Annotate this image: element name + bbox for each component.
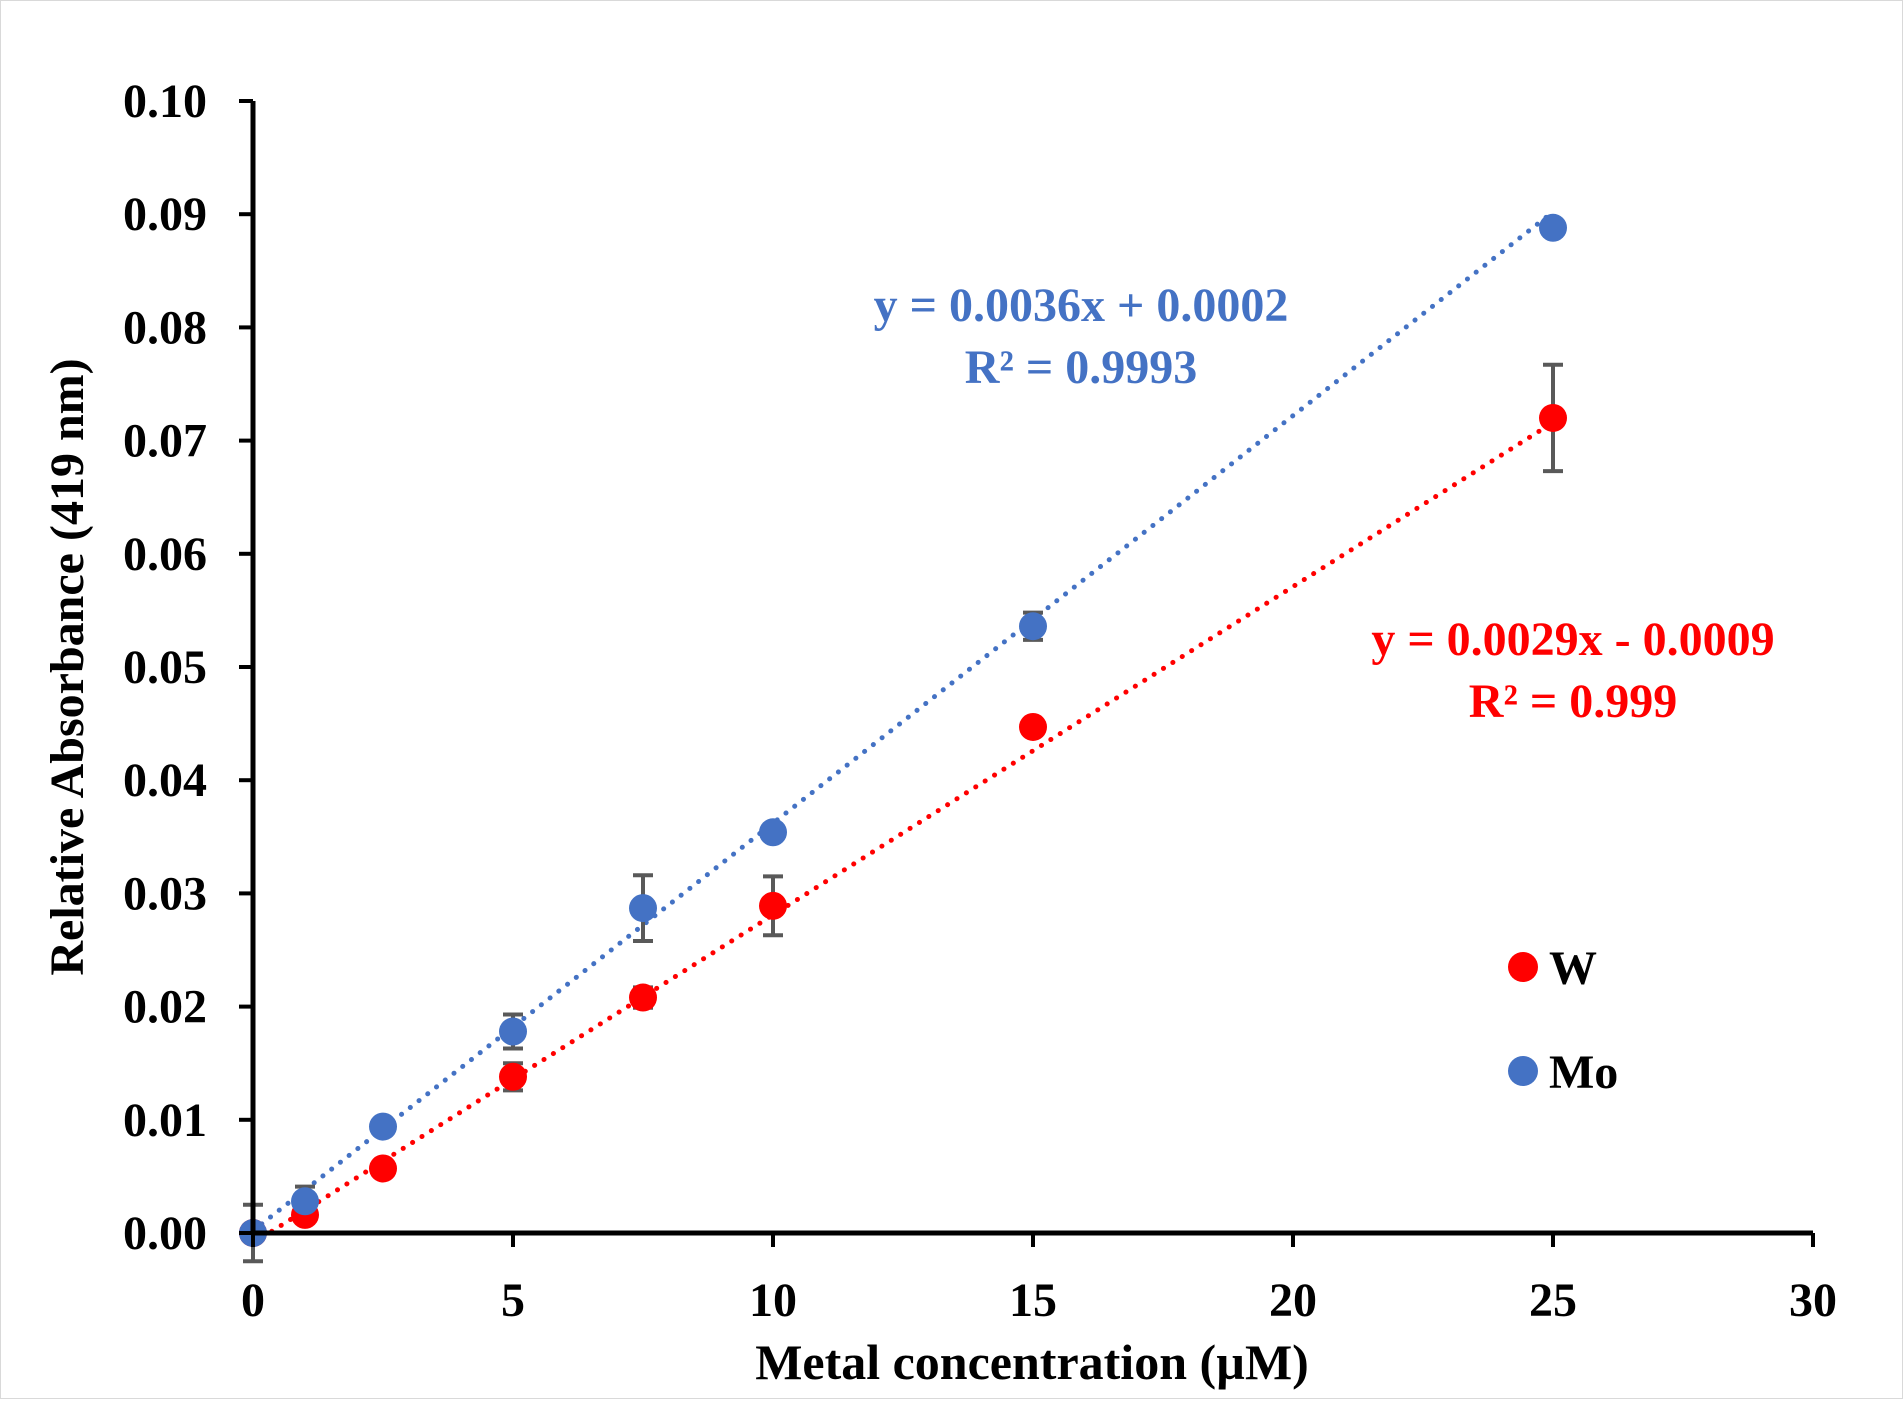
data-point-mo (629, 894, 657, 923)
y-tick-label: 0.04 (123, 754, 207, 807)
w-r2-label: R² = 0.999 (1469, 675, 1677, 728)
x-tick-label: 30 (1789, 1274, 1837, 1327)
x-tick-label: 15 (1009, 1274, 1057, 1327)
x-axis-title: Metal concentration (µM) (755, 1334, 1309, 1390)
y-tick-label: 0.09 (123, 188, 207, 241)
y-tick-label: 0.06 (123, 528, 207, 581)
legend-label-mo: Mo (1549, 1046, 1618, 1099)
data-point-w (629, 983, 657, 1012)
data-point-w (499, 1062, 527, 1091)
legend-item-mo: Mo (1508, 1046, 1618, 1099)
y-tick-label: 0.07 (123, 415, 207, 468)
data-point-mo (759, 818, 787, 847)
data-points (239, 213, 1567, 1247)
x-ticks: 0 5 10 15 20 25 30 (241, 1233, 1837, 1327)
x-tick-label: 5 (501, 1274, 525, 1327)
data-point-mo (499, 1017, 527, 1046)
legend-marker-mo (1508, 1056, 1538, 1086)
y-tick-label: 0.03 (123, 867, 207, 920)
y-tick-label: 0.02 (123, 981, 207, 1034)
data-point-mo (1019, 612, 1047, 641)
mo-equation-label: y = 0.0036x + 0.0002 (874, 279, 1289, 332)
data-point-mo (369, 1112, 397, 1141)
data-point-w (1539, 403, 1567, 432)
y-tick-label: 0.05 (123, 641, 207, 694)
y-ticks: 0.00 0.01 0.02 0.03 0.04 0.05 0.06 0.07 0.08 0.09… (123, 75, 253, 1260)
error-bars (243, 220, 1563, 1264)
mo-r2-label: R² = 0.9993 (965, 341, 1197, 394)
data-point-w (369, 1154, 397, 1183)
x-tick-label: 10 (749, 1274, 797, 1327)
trendline-mo (250, 209, 1556, 1234)
x-tick-label: 25 (1529, 1274, 1577, 1327)
y-axis-title: Relative Absorbance (419 nm) (41, 358, 94, 975)
data-point-w (1019, 712, 1047, 741)
legend-marker-w (1508, 952, 1538, 982)
legend-item-w: W (1508, 942, 1597, 995)
data-point-mo (1539, 213, 1567, 242)
data-point-w (759, 891, 787, 920)
legend: W Mo (1508, 942, 1618, 1099)
w-equation-label: y = 0.0029x - 0.0009 (1371, 613, 1774, 666)
trendline-w (250, 419, 1556, 1246)
y-tick-label: 0.08 (123, 301, 207, 354)
x-tick-label: 20 (1269, 1274, 1317, 1327)
y-tick-label: 0.10 (123, 75, 207, 128)
x-tick-label: 0 (241, 1274, 265, 1327)
y-tick-label: 0.00 (123, 1207, 207, 1260)
legend-label-w: W (1549, 942, 1597, 995)
trendlines (250, 209, 1556, 1246)
y-tick-label: 0.01 (123, 1094, 207, 1147)
data-point-mo (291, 1187, 319, 1216)
